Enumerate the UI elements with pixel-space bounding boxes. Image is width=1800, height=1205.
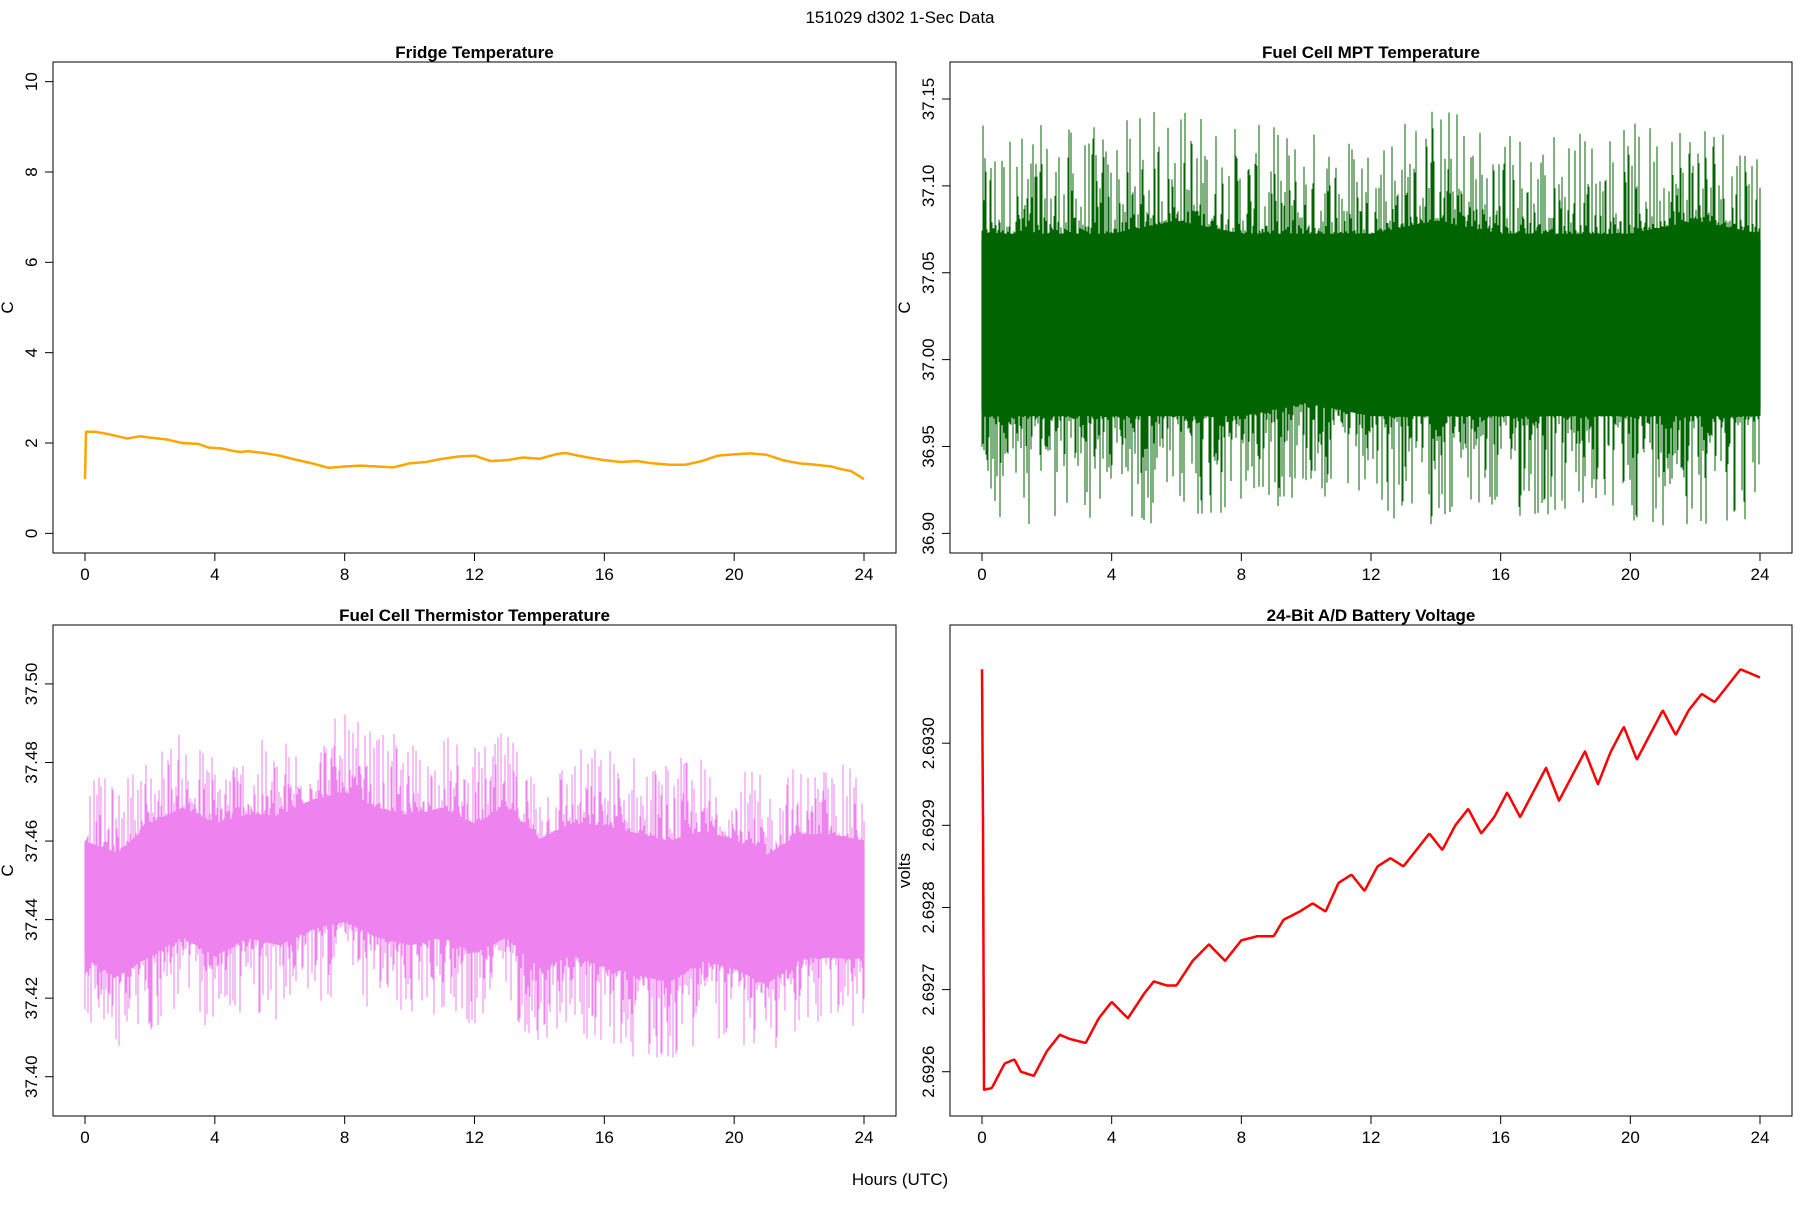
x-tick-label: 0	[80, 1128, 89, 1147]
chart-panel-3: Fuel Cell Thermistor Temperature C 0 4 8 12 16…	[0, 606, 897, 1147]
x-tick-label: 4	[1107, 565, 1116, 584]
x-tick-label: 24	[1751, 565, 1770, 584]
chart-panel-4: 24-Bit A/D Battery Voltage volts 0 4 8 12 16 20…	[895, 606, 1793, 1147]
x-tick-label: 24	[855, 1128, 874, 1147]
series-fuel-cell-mpt-temperature	[981, 111, 1761, 526]
y-tick-label: 0	[22, 529, 41, 538]
panel-title: Fuel Cell Thermistor Temperature	[339, 606, 610, 625]
x-tick-label: 12	[1362, 565, 1381, 584]
plot-frame	[52, 61, 897, 554]
y-tick-label: 8	[22, 167, 41, 176]
x-tick-label: 24	[1751, 1128, 1770, 1147]
x-tick-label: 4	[1107, 1128, 1116, 1147]
y-axis-label: C	[895, 301, 914, 313]
series-band	[981, 227, 1761, 410]
y-tick-label: 37.44	[22, 898, 41, 941]
y-tick-label: 37.40	[22, 1055, 41, 1098]
x-tick-label: 0	[80, 565, 89, 584]
y-tick-label: 37.00	[919, 338, 938, 381]
y-tick-label: 37.50	[22, 663, 41, 706]
y-tick-label: 2.6928	[919, 881, 938, 933]
y-tick-label: 4	[22, 348, 41, 357]
chart-panel-1: Fridge TemperatureC048121620240246810	[0, 43, 897, 584]
y-axis-label: volts	[895, 853, 914, 888]
y-axis-label: C	[0, 301, 17, 313]
x-tick-label: 0	[977, 1128, 986, 1147]
x-tick-label: 8	[1237, 1128, 1246, 1147]
y-tick-label: 36.90	[919, 512, 938, 555]
panel-title: Fuel Cell MPT Temperature	[1262, 43, 1480, 62]
x-tick-label: 20	[725, 565, 744, 584]
y-tick-label: 2.6930	[919, 717, 938, 769]
x-tick-label: 16	[1491, 565, 1510, 584]
x-tick-label: 16	[595, 565, 614, 584]
series-fuel-cell-thermistor-temperature	[84, 714, 865, 1058]
figure-xlabel: Hours (UTC)	[852, 1170, 948, 1189]
figure-title: 151029 d302 1-Sec Data	[805, 8, 995, 27]
panel-title: Fridge Temperature	[395, 43, 553, 62]
chart-panel-2: Fuel Cell MPT Temperature C 0 4 8 12 16 20 24 36.…	[895, 43, 1793, 584]
x-tick-label: 24	[855, 565, 874, 584]
x-tick-label: 16	[1491, 1128, 1510, 1147]
series-band	[84, 796, 865, 980]
x-tick-label: 12	[465, 1128, 484, 1147]
y-tick-label: 37.48	[22, 741, 41, 784]
y-tick-label: 37.42	[22, 977, 41, 1020]
x-tick-label: 20	[1621, 565, 1640, 584]
x-tick-label: 16	[595, 1128, 614, 1147]
y-tick-label: 2	[22, 438, 41, 447]
x-tick-label: 8	[340, 565, 349, 584]
x-tick-label: 0	[977, 565, 986, 584]
y-tick-label: 37.10	[919, 165, 938, 208]
x-tick-label: 4	[210, 1128, 219, 1147]
y-tick-label: 2.6926	[919, 1046, 938, 1098]
series-24-bit-a-d-battery-voltage	[980, 668, 1761, 1091]
y-tick-label: 37.05	[919, 251, 938, 294]
x-tick-label: 20	[725, 1128, 744, 1147]
y-tick-label: 37.15	[919, 78, 938, 121]
y-tick-label: 6	[22, 258, 41, 267]
x-tick-label: 12	[465, 565, 484, 584]
x-tick-label: 20	[1621, 1128, 1640, 1147]
series-fridge-temperature	[83, 430, 865, 481]
x-tick-label: 8	[1237, 565, 1246, 584]
y-tick-label: 2.6927	[919, 964, 938, 1016]
panel-title: 24-Bit A/D Battery Voltage	[1267, 606, 1476, 625]
series-line	[83, 430, 865, 481]
y-tick-label: 10	[22, 72, 41, 91]
series-line	[980, 668, 1761, 1091]
y-tick-label: 37.46	[22, 820, 41, 863]
x-tick-label: 12	[1362, 1128, 1381, 1147]
y-tick-label: 2.6929	[919, 799, 938, 851]
x-tick-label: 8	[340, 1128, 349, 1147]
y-axis-label: C	[0, 864, 17, 876]
y-tick-label: 36.95	[919, 425, 938, 468]
plot-frame	[949, 624, 1793, 1117]
x-tick-label: 4	[210, 565, 219, 584]
